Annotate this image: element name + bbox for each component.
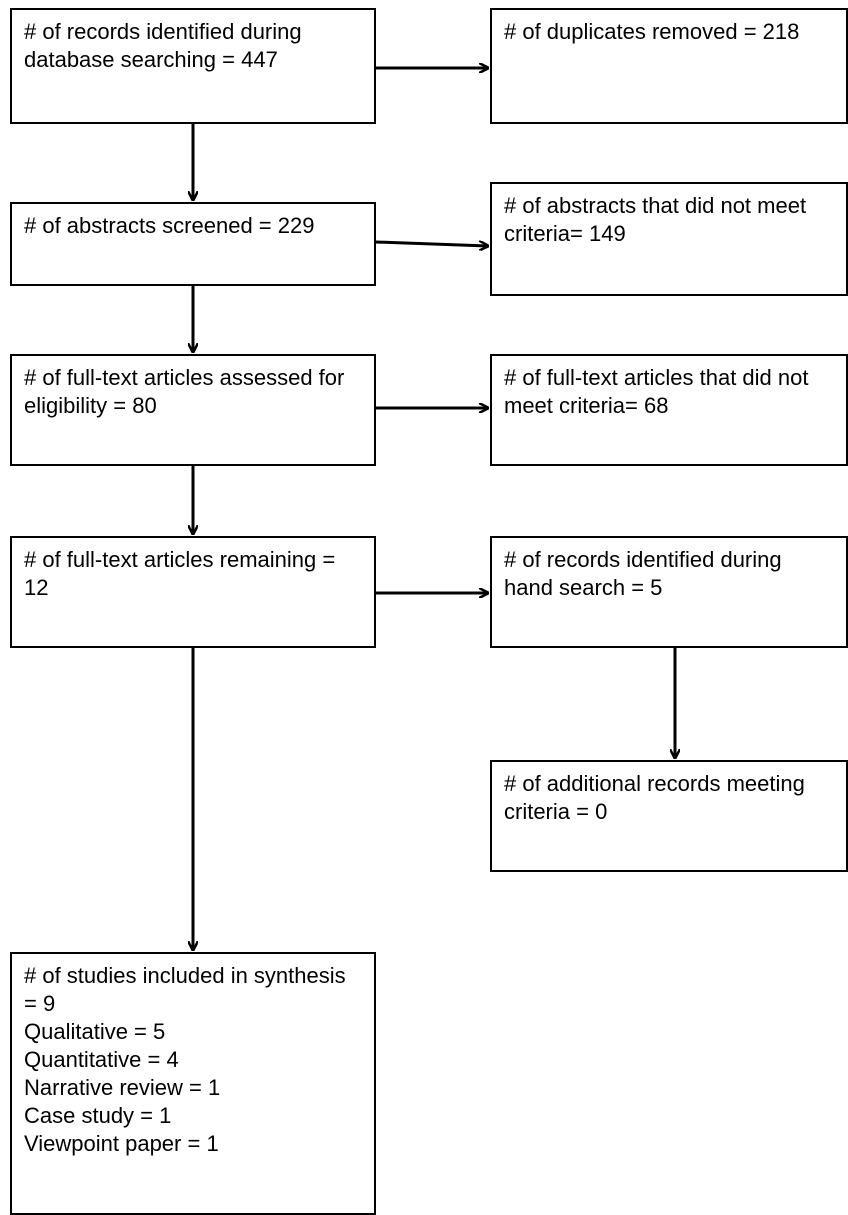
hand-search-text: # of records identified during hand sear… (504, 547, 788, 600)
additional-records-text: # of additional records meeting criteria… (504, 771, 811, 824)
studies-included-heading: # of studies included in synthesis = 9 (24, 963, 352, 1016)
included-line-quantitative: Quantitative = 4 (24, 1047, 179, 1072)
fulltext-excluded-text: # of full-text articles that did not mee… (504, 365, 815, 418)
hand-search-box: # of records identified during hand sear… (490, 536, 848, 648)
abstracts-excluded-box: # of abstracts that did not meet criteri… (490, 182, 848, 296)
fulltext-remaining-text: # of full-text articles remaining = 12 (24, 547, 342, 600)
records-identified-text: # of records identified during database … (24, 19, 308, 72)
fulltext-assessed-box: # of full-text articles assessed for eli… (10, 354, 376, 466)
abstracts-excluded-text: # of abstracts that did not meet criteri… (504, 193, 813, 246)
fulltext-assessed-text: # of full-text articles assessed for eli… (24, 365, 351, 418)
included-line-viewpoint-paper: Viewpoint paper = 1 (24, 1131, 219, 1156)
included-line-qualitative: Qualitative = 5 (24, 1019, 166, 1044)
included-line-case-study: Case study = 1 (24, 1103, 172, 1128)
additional-records-box: # of additional records meeting criteria… (490, 760, 848, 872)
studies-included-box: # of studies included in synthesis = 9 Q… (10, 952, 376, 1215)
included-line-narrative-review: Narrative review = 1 (24, 1075, 221, 1100)
records-identified-box: # of records identified during database … (10, 8, 376, 124)
arrow-to-abstracts-excluded (375, 240, 488, 246)
abstracts-screened-text: # of abstracts screened = 229 (24, 213, 315, 238)
duplicates-removed-box: # of duplicates removed = 218 (490, 8, 848, 124)
abstracts-screened-box: # of abstracts screened = 229 (10, 202, 376, 286)
duplicates-removed-text: # of duplicates removed = 218 (504, 19, 800, 44)
fulltext-excluded-box: # of full-text articles that did not mee… (490, 354, 848, 466)
fulltext-remaining-box: # of full-text articles remaining = 12 (10, 536, 376, 648)
